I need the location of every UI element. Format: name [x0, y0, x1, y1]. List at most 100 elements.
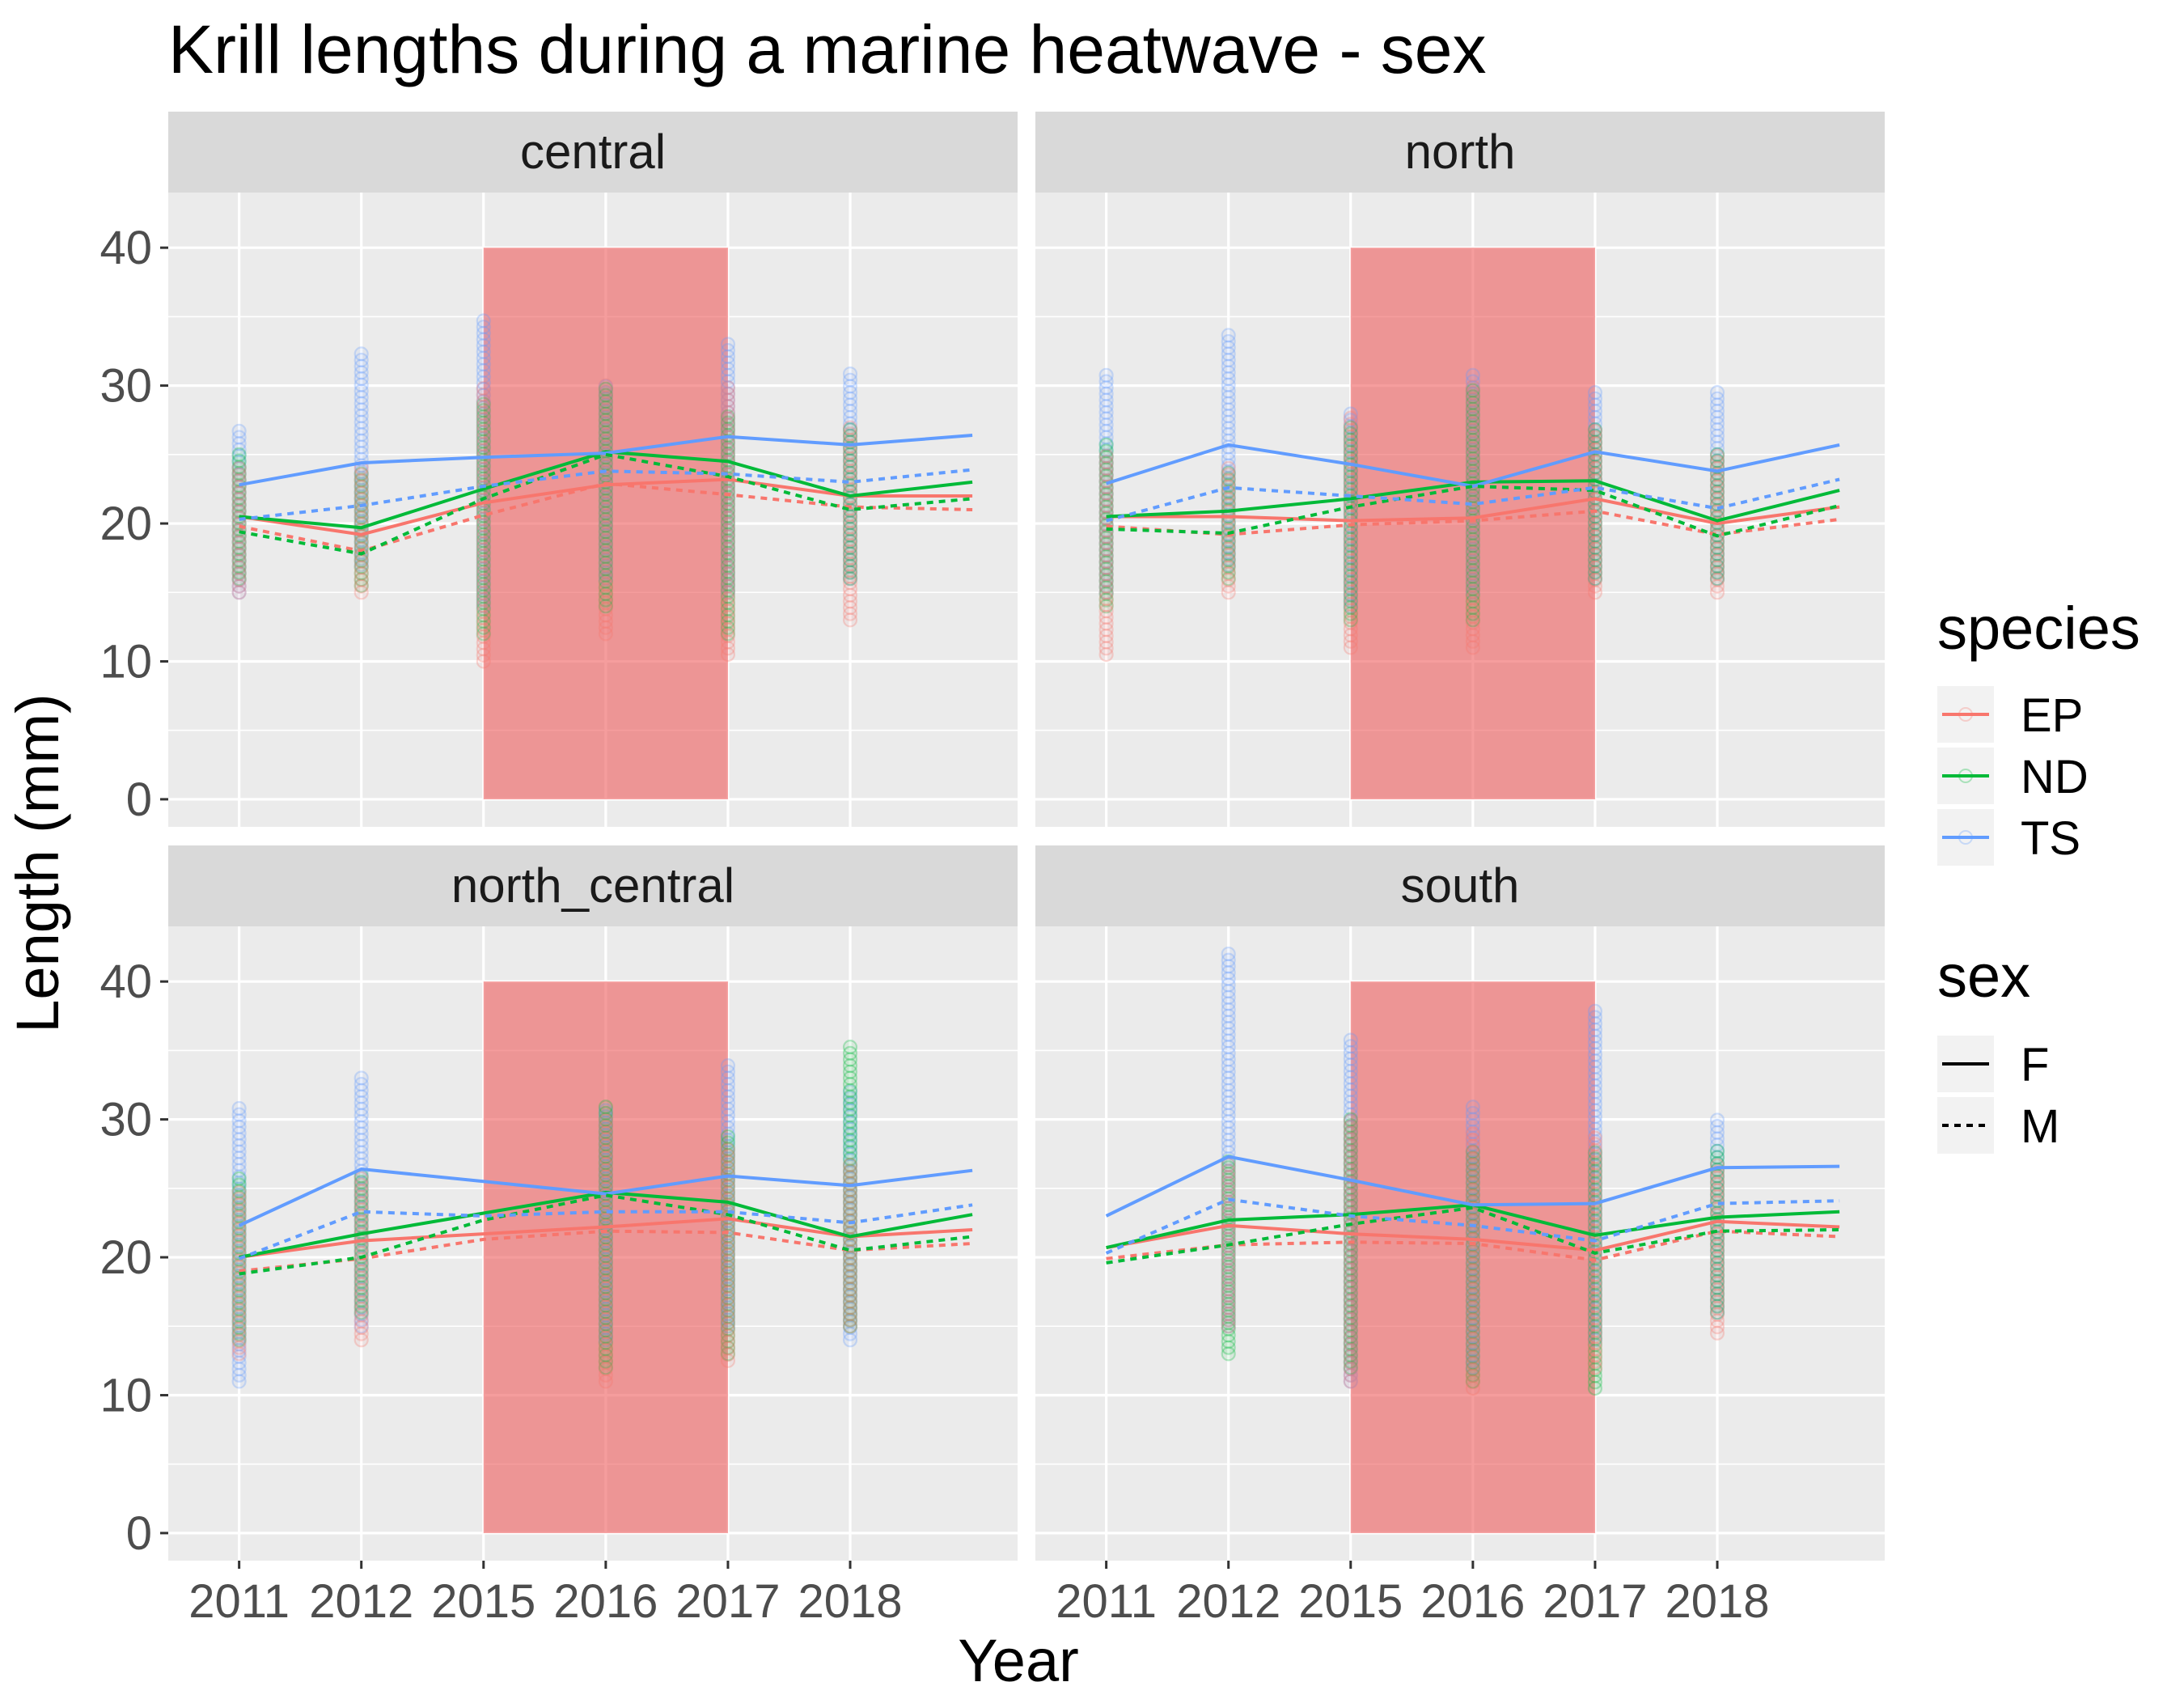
data-point: [842, 464, 858, 479]
data-point: [231, 560, 247, 575]
data-point: [598, 379, 613, 394]
data-point: [842, 509, 858, 524]
data-point: [1465, 1099, 1480, 1115]
data-point: [842, 457, 858, 472]
data-point: [842, 565, 858, 580]
data-point: [476, 533, 491, 549]
data-point: [720, 380, 736, 396]
data-point: [476, 461, 491, 477]
data-point: [231, 484, 247, 499]
data-point: [476, 369, 491, 384]
data-point: [476, 561, 491, 577]
data-point: [231, 553, 247, 570]
data-point: [720, 496, 736, 511]
data-point: [842, 422, 858, 438]
data-point: [598, 613, 613, 629]
y-tick-label: 30: [99, 360, 152, 413]
data-point: [353, 433, 369, 448]
data-point: [598, 518, 613, 533]
data-point: [720, 634, 736, 650]
data-point: [598, 586, 613, 602]
data-point: [720, 553, 736, 570]
data-point: [842, 558, 858, 574]
data-point: [353, 511, 369, 526]
data-point: [353, 466, 369, 481]
data-point: [1098, 548, 1114, 563]
data-point: [1098, 560, 1114, 575]
data-point: [476, 418, 491, 434]
data-point: [842, 532, 858, 547]
data-point: [231, 467, 247, 482]
data-point: [720, 585, 736, 600]
data-point: [842, 546, 858, 561]
data-point: [231, 447, 247, 462]
data-point: [231, 455, 247, 470]
data-point: [353, 572, 369, 588]
data-point: [1343, 1032, 1358, 1048]
data-point: [476, 576, 491, 592]
data-point: [476, 422, 491, 437]
data-point: [1098, 585, 1114, 600]
data-point: [598, 626, 613, 642]
mean-lines: [239, 434, 973, 556]
y-tick-label: 40: [99, 955, 152, 1008]
data-point: [720, 591, 736, 607]
data-point: [598, 511, 613, 527]
data-point: [598, 601, 613, 616]
x-tick-label: 2017: [675, 1575, 780, 1628]
data-point: [720, 405, 736, 420]
data-point: [598, 592, 613, 608]
data-point: [353, 485, 369, 500]
data-point: [598, 571, 613, 587]
data-point: [1098, 492, 1114, 507]
data-point: [720, 552, 736, 567]
data-point: [720, 515, 736, 530]
data-point: [598, 390, 613, 406]
data-point: [842, 594, 858, 609]
data-point: [842, 515, 858, 531]
data-point: [476, 338, 491, 354]
facet-central: central 0 10 20 30 40: [99, 112, 1018, 827]
data-point: [720, 498, 736, 513]
data-point: [720, 417, 736, 433]
data-point: [353, 578, 369, 593]
data-point: [1709, 448, 1725, 464]
data-point: [231, 565, 247, 580]
data-point: [476, 436, 491, 452]
data-point: [353, 485, 369, 501]
data-point: [598, 493, 613, 509]
data-point: [231, 541, 247, 557]
data-point: [842, 1157, 858, 1172]
series-line-ep-m: [239, 481, 973, 553]
data-point: [231, 548, 247, 563]
data-point: [231, 585, 247, 600]
facet-strip-label: central: [520, 125, 666, 179]
data-point: [476, 554, 491, 570]
x-tick-label: 2018: [798, 1575, 903, 1628]
data-point: [1221, 460, 1236, 476]
data-point: [842, 391, 858, 406]
data-point: [231, 572, 247, 588]
data-point: [598, 549, 613, 565]
data-point: [720, 520, 736, 536]
data-point: [720, 502, 736, 518]
data-point: [720, 535, 736, 551]
data-point: [720, 442, 736, 457]
data-point: [231, 460, 247, 475]
data-point: [353, 473, 369, 489]
data-point: [720, 578, 736, 594]
data-point: [598, 415, 613, 430]
data-point: [476, 574, 491, 589]
facet-panels: central 0 10 20 30 40 north north_central 0 10 20 3…: [99, 112, 1885, 1628]
data-point: [720, 362, 736, 377]
data-point: [1098, 578, 1114, 594]
data-point: [476, 539, 491, 555]
data-point: [476, 635, 491, 650]
facet-strip-label: north_central: [451, 858, 734, 913]
data-point: [476, 573, 491, 588]
data-point: [720, 1129, 736, 1145]
data-point: [598, 540, 613, 555]
data-point: [598, 385, 613, 400]
data-point: [476, 536, 491, 552]
data-point: [476, 529, 491, 545]
